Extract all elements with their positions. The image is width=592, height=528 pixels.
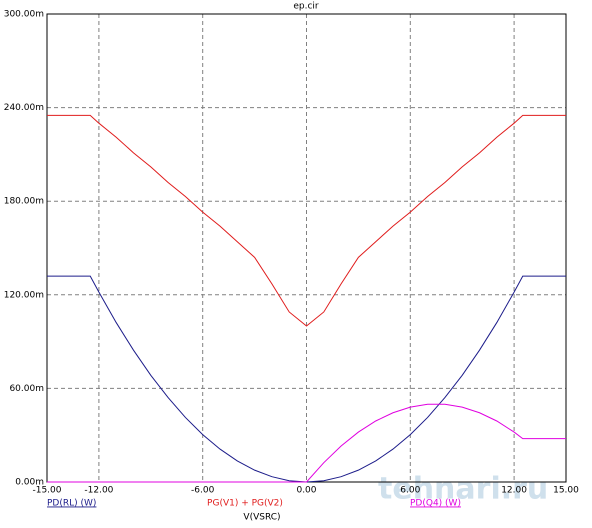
x-tick-label: -15.00 (32, 486, 61, 496)
legend-entry: PG(V1) + PG(V2) (207, 499, 283, 509)
series-line (47, 403, 566, 483)
legend-entry: PD(Q4) (W) (410, 499, 461, 509)
x-tick-label: -12.00 (84, 486, 113, 496)
x-axis-label: V(VSRC) (243, 513, 280, 523)
x-tick-label: 6.00 (400, 486, 420, 496)
chart-title: ep.cir (293, 2, 319, 12)
x-tick-label: 12.00 (501, 486, 527, 496)
y-tick-label: 0.00m (15, 478, 44, 488)
y-tick-label: 240.00m (4, 103, 44, 113)
x-tick-label: 0.00 (296, 486, 316, 496)
y-tick-label: 300.00m (4, 10, 44, 20)
legend-entry: PD(RL) (W) (47, 499, 96, 509)
y-tick-label: 60.00m (9, 384, 44, 394)
watermark: tehnari.ru (378, 472, 548, 507)
series-line (47, 114, 566, 327)
y-tick-label: 120.00m (4, 290, 44, 300)
y-tick-label: 180.00m (4, 197, 44, 207)
x-tick-label: 15.00 (553, 486, 579, 496)
x-tick-label: -6.00 (191, 486, 215, 496)
